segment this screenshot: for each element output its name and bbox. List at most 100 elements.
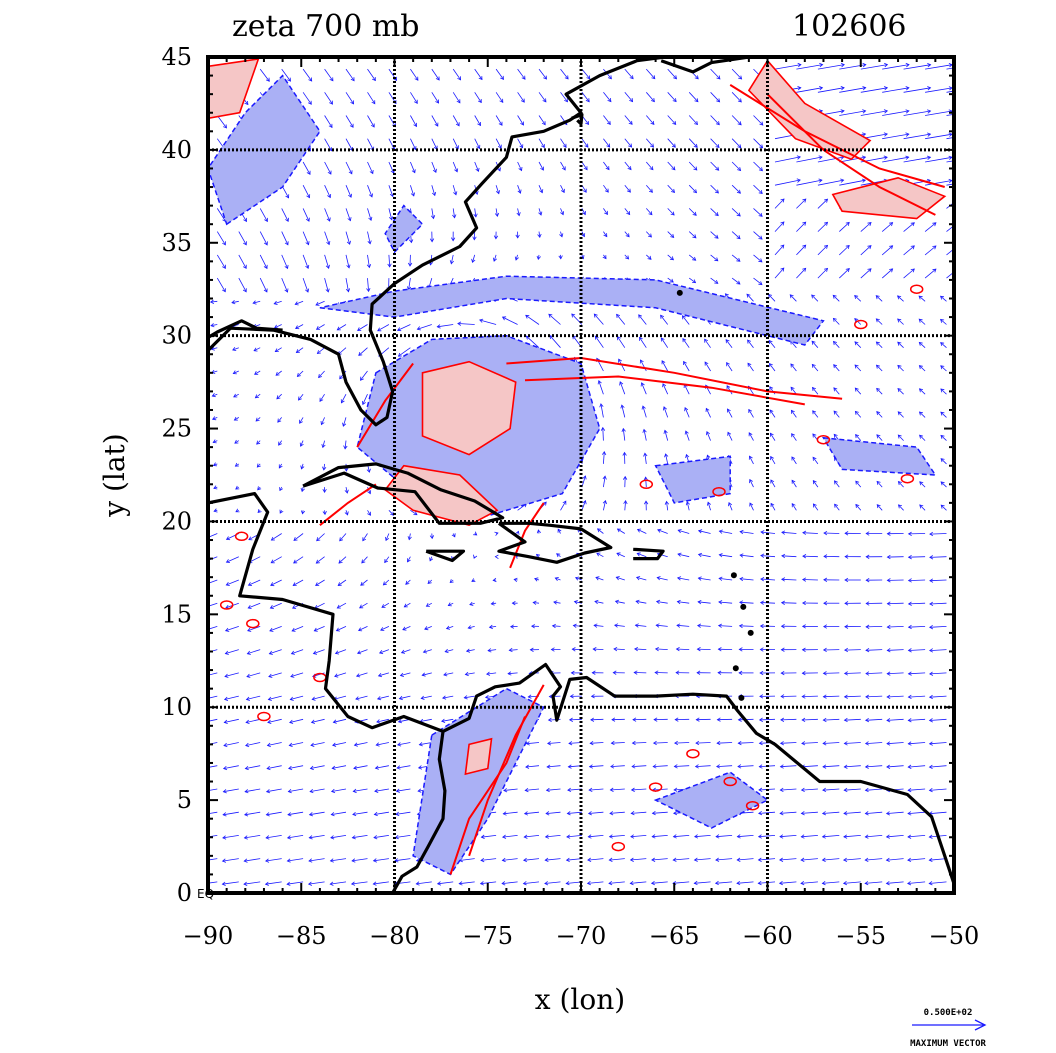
wind-vector (255, 417, 261, 422)
wind-vector (288, 788, 304, 792)
wind-vector (289, 718, 304, 723)
wind-vector-head (589, 740, 594, 746)
wind-vector-head (684, 406, 689, 412)
wind-vector (526, 335, 540, 348)
wind-vector (474, 208, 477, 217)
wind-vector (726, 362, 733, 372)
wind-vector (589, 765, 604, 768)
wind-vector-head (940, 342, 945, 347)
wind-vector-head (875, 341, 880, 346)
coastline-segment (497, 521, 613, 564)
wind-vector (770, 479, 776, 488)
wind-vector (645, 115, 655, 125)
wind-vector-head (362, 537, 367, 542)
wind-vector (677, 577, 690, 581)
wind-vector-head (211, 393, 216, 398)
wind-vector (388, 510, 394, 516)
wind-vector (774, 244, 785, 256)
wind-vector (212, 417, 218, 420)
wind-vector (844, 649, 861, 651)
wind-vector (385, 533, 390, 541)
wind-vector-head (768, 362, 773, 368)
wind-vector (822, 858, 840, 861)
wind-vector (834, 480, 840, 488)
wind-vector (450, 254, 454, 264)
wind-vector (431, 208, 434, 219)
wind-vector-head (367, 490, 372, 495)
wind-vector-head (339, 375, 344, 380)
wind-vector (903, 245, 915, 256)
wind-vector (334, 672, 347, 677)
wind-vector (545, 858, 561, 861)
wind-vector (660, 315, 669, 325)
wind-vector-head (769, 409, 774, 414)
wind-vector-head (289, 696, 294, 701)
wind-vector-head (389, 216, 394, 221)
wind-vector-head (284, 264, 289, 270)
wind-vector (549, 335, 561, 348)
wind-vector (259, 277, 268, 293)
wind-vector-head (235, 485, 240, 490)
wind-vector (277, 417, 283, 423)
wind-vector-head (862, 62, 867, 68)
wind-vector-head (759, 121, 764, 126)
wind-vector-head (232, 346, 237, 351)
wind-vector-head (345, 288, 351, 293)
wind-vector-head (692, 211, 697, 216)
wind-vector-head (697, 576, 702, 581)
wind-vector (547, 742, 561, 744)
wind-vector-head (546, 764, 551, 769)
wind-vector (545, 835, 561, 838)
wind-vector (345, 68, 355, 81)
wind-vector-head (299, 419, 303, 424)
wind-vector (560, 231, 563, 237)
wind-vector-head (641, 405, 646, 410)
wind-vector (302, 68, 313, 82)
wind-vector (908, 788, 926, 791)
wind-vector (759, 718, 776, 721)
wind-vector (727, 408, 733, 418)
wind-vector (297, 370, 304, 377)
wind-vector (560, 185, 565, 193)
wind-vector-head (970, 156, 973, 160)
wind-vector (367, 138, 374, 151)
wind-vector-head (267, 696, 272, 701)
wind-vector-head (684, 430, 689, 435)
wind-vector (373, 835, 389, 838)
wind-vector (753, 115, 764, 126)
wind-vector (667, 138, 676, 148)
wind-vector-head (222, 812, 227, 817)
wind-vector-head (886, 694, 891, 700)
wind-vector-head (910, 268, 915, 273)
wind-vector (547, 765, 561, 768)
wind-vector-head (321, 443, 326, 449)
wind-vector (731, 277, 741, 285)
wind-vector-head (374, 788, 379, 793)
wind-vector-head (824, 244, 829, 249)
wind-vector-head (897, 318, 902, 323)
wind-vector-head (843, 671, 848, 676)
wind-vector-head (940, 434, 945, 439)
wind-vector-head (886, 624, 891, 630)
wind-vector-head (594, 599, 599, 605)
x-tick-label: −85 (276, 922, 327, 950)
wind-vector-head (445, 625, 451, 630)
positive-vorticity-region (747, 59, 872, 161)
wind-vector-head (656, 576, 661, 581)
wind-vector-head (595, 576, 600, 581)
wind-vector-head (245, 742, 250, 748)
wind-vector-head (270, 559, 275, 564)
wind-vector-head (865, 554, 870, 559)
wind-vector (352, 835, 368, 839)
wind-vector (887, 626, 904, 628)
wind-vector-head (413, 511, 418, 516)
wind-vector (538, 92, 547, 103)
wind-vector (791, 410, 797, 418)
wind-vector-head (584, 143, 589, 148)
wind-vector (245, 742, 261, 746)
wind-vector (624, 115, 633, 125)
wind-vector-head (357, 327, 362, 331)
wind-vector (865, 765, 883, 768)
wind-vector (833, 341, 840, 348)
wind-vector (603, 115, 611, 125)
